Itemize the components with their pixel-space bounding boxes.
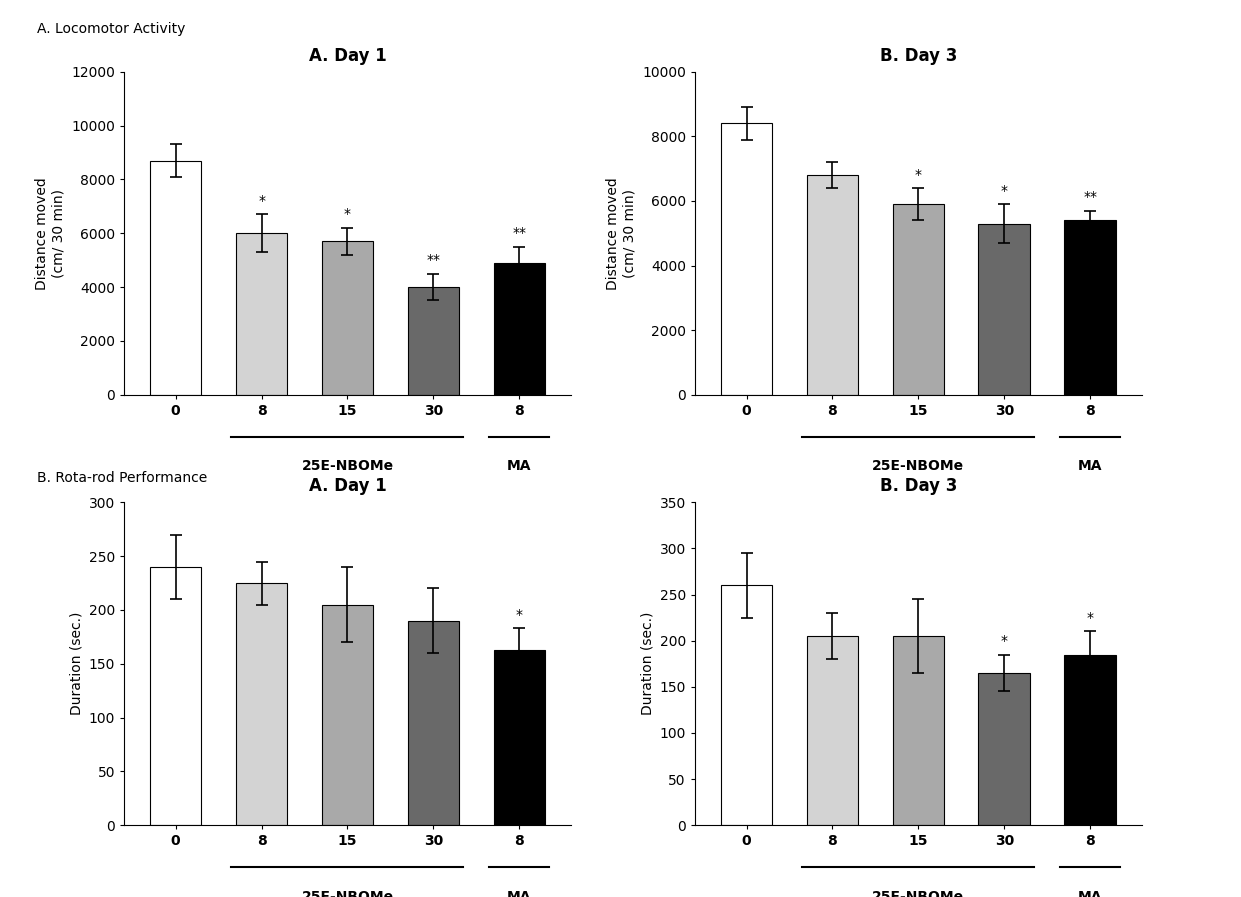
Y-axis label: Distance moved
(cm/ 30 min): Distance moved (cm/ 30 min)	[36, 177, 66, 290]
Bar	[978, 223, 1030, 395]
Y-axis label: Distance moved
(cm/ 30 min): Distance moved (cm/ 30 min)	[607, 177, 637, 290]
Text: *: *	[1087, 611, 1093, 625]
Bar	[407, 621, 459, 825]
Bar	[236, 233, 288, 395]
Text: A. Locomotor Activity: A. Locomotor Activity	[37, 22, 186, 37]
Y-axis label: Duration (sec.): Duration (sec.)	[69, 612, 83, 716]
Bar	[321, 605, 374, 825]
Bar	[978, 673, 1030, 825]
Title: B. Day 3: B. Day 3	[880, 477, 957, 495]
Text: **: **	[427, 253, 441, 267]
Title: A. Day 1: A. Day 1	[309, 477, 386, 495]
Text: *: *	[344, 207, 351, 222]
Bar	[236, 583, 288, 825]
Text: MA: MA	[508, 890, 531, 897]
Bar	[1065, 221, 1116, 395]
Bar	[721, 124, 772, 395]
Bar	[721, 586, 772, 825]
Text: 25E-NBOMe: 25E-NBOMe	[872, 459, 964, 474]
Bar	[321, 241, 374, 395]
Bar	[407, 287, 459, 395]
Text: **: **	[513, 226, 526, 240]
Text: 25E-NBOMe: 25E-NBOMe	[302, 459, 393, 474]
Bar	[150, 161, 201, 395]
Bar	[494, 263, 545, 395]
Text: *: *	[258, 194, 266, 208]
Text: *: *	[1000, 634, 1008, 649]
Text: MA: MA	[1078, 890, 1102, 897]
Text: *: *	[915, 168, 922, 181]
Bar	[1065, 655, 1116, 825]
Text: MA: MA	[508, 459, 531, 474]
Text: 25E-NBOMe: 25E-NBOMe	[302, 890, 393, 897]
Bar	[807, 175, 859, 395]
Bar	[494, 649, 545, 825]
Bar	[892, 636, 944, 825]
Bar	[807, 636, 859, 825]
Text: B. Rota-rod Performance: B. Rota-rod Performance	[37, 471, 207, 485]
Text: *: *	[1000, 184, 1008, 197]
Text: MA: MA	[1078, 459, 1102, 474]
Title: B. Day 3: B. Day 3	[880, 47, 957, 65]
Text: **: **	[1083, 190, 1097, 205]
Text: 25E-NBOMe: 25E-NBOMe	[872, 890, 964, 897]
Title: A. Day 1: A. Day 1	[309, 47, 386, 65]
Text: *: *	[516, 608, 522, 622]
Bar	[150, 567, 201, 825]
Bar	[892, 205, 944, 395]
Y-axis label: Duration (sec.): Duration (sec.)	[640, 612, 654, 716]
